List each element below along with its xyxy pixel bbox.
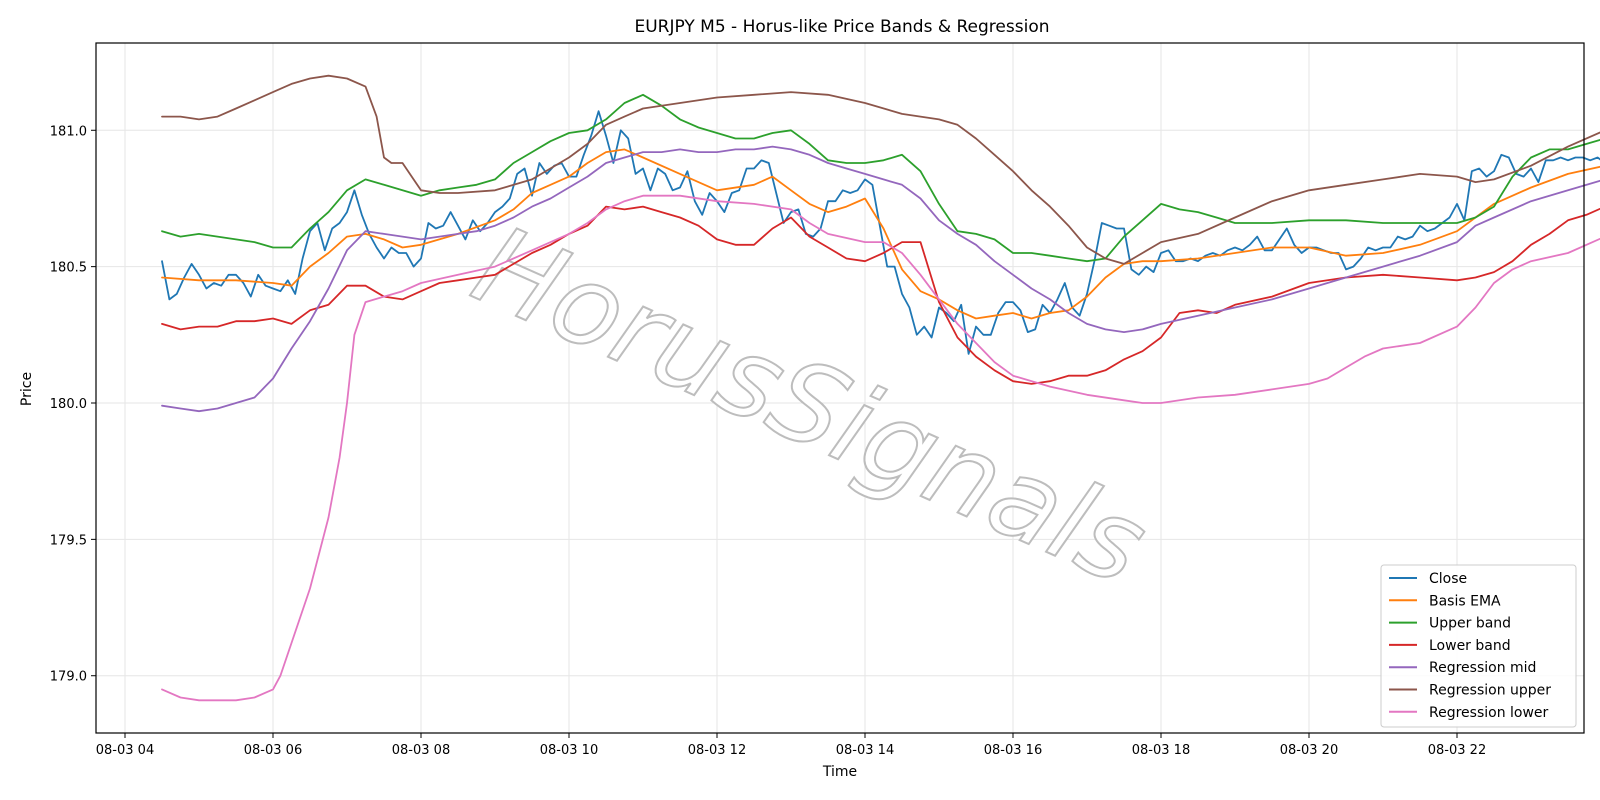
y-tick-label: 180.5 (50, 261, 87, 276)
series-line-6 (161, 194, 1600, 702)
legend-label: Close (1429, 571, 1467, 587)
legend-label: Basis EMA (1429, 593, 1501, 609)
x-tick-label: 08-03 10 (540, 743, 598, 758)
legend-label: Regression upper (1429, 683, 1551, 699)
y-tick-label: 179.5 (50, 533, 87, 548)
x-axis-label: Time (822, 764, 857, 780)
y-tick-label: 181.0 (50, 124, 87, 139)
y-axis-ticks: 179.0 179.5 180.0 180.5 181.0 (50, 124, 96, 685)
x-tick-label: 08-03 08 (392, 743, 450, 758)
y-tick-label: 179.0 (50, 670, 87, 685)
x-tick-label: 08-03 20 (1280, 743, 1338, 758)
series-layer (161, 74, 1600, 702)
series-line-1 (161, 148, 1600, 320)
x-axis-ticks: 08-03 04 08-03 06 08-03 08 08-03 10 08-03 12… (96, 733, 1486, 758)
y-axis-label: Price (19, 372, 35, 406)
x-tick-label: 08-03 16 (984, 743, 1042, 758)
legend-label: Regression lower (1429, 705, 1549, 721)
legend-label: Lower band (1429, 638, 1511, 654)
series-line-4 (161, 145, 1600, 413)
legend: Close Basis EMA Upper band Lower band Regres… (1380, 564, 1577, 728)
legend-box (1380, 564, 1577, 728)
chart-title: EURJPY M5 - Horus-like Price Bands & Reg… (634, 17, 1049, 37)
series-line-2 (161, 93, 1600, 263)
series-line-3 (161, 205, 1600, 385)
x-tick-label: 08-03 14 (836, 743, 894, 758)
x-tick-label: 08-03 12 (688, 743, 746, 758)
series-line-0 (161, 110, 1600, 355)
x-tick-label: 08-03 06 (244, 743, 302, 758)
x-tick-label: 08-03 22 (1428, 743, 1486, 758)
plot-frame (95, 42, 1585, 734)
x-tick-label: 08-03 18 (1132, 743, 1190, 758)
y-tick-label: 180.0 (50, 397, 87, 412)
x-tick-label: 08-03 04 (96, 743, 154, 758)
legend-label: Upper band (1429, 616, 1511, 632)
legend-label: Regression mid (1429, 660, 1536, 676)
series-line-5 (161, 74, 1600, 265)
